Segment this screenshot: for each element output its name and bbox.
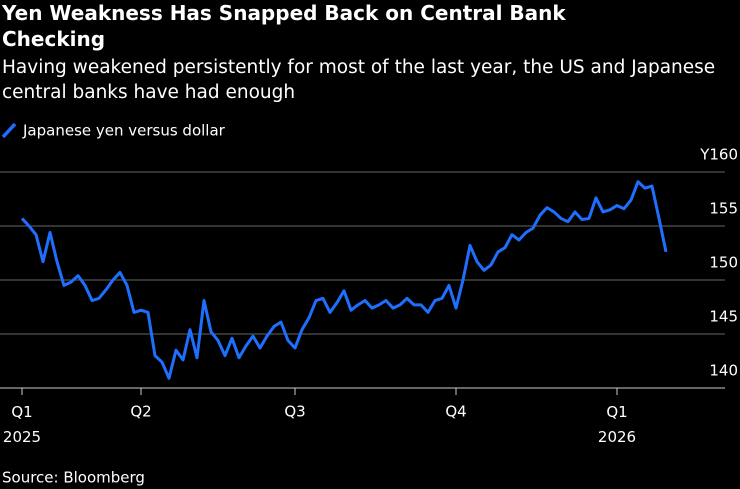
- x-tick-label: Q1 2026: [598, 403, 636, 446]
- legend-label: Japanese yen versus dollar: [22, 122, 226, 140]
- y-tick-label: 150: [709, 254, 738, 272]
- line-series: [20, 180, 668, 380]
- chart-title: Yen Weakness Has Snapped Back on Central…: [2, 1, 566, 51]
- source: Source: Bloomberg: [2, 469, 145, 487]
- chart-subtitle: Having weakened persistently for most of…: [2, 57, 716, 103]
- y-tick-label: 140: [709, 362, 738, 380]
- x-tick-label: Q4: [445, 403, 466, 421]
- x-tick-label: Q3: [284, 403, 305, 421]
- y-tick-label: 155: [709, 200, 738, 218]
- y-tick-label: Y160: [699, 146, 738, 164]
- y-tick-label: 145: [709, 308, 738, 326]
- legend-swatch: [1, 122, 17, 139]
- x-tick-label: Q1 2025: [3, 403, 41, 446]
- x-tick-label: Q2: [130, 403, 151, 421]
